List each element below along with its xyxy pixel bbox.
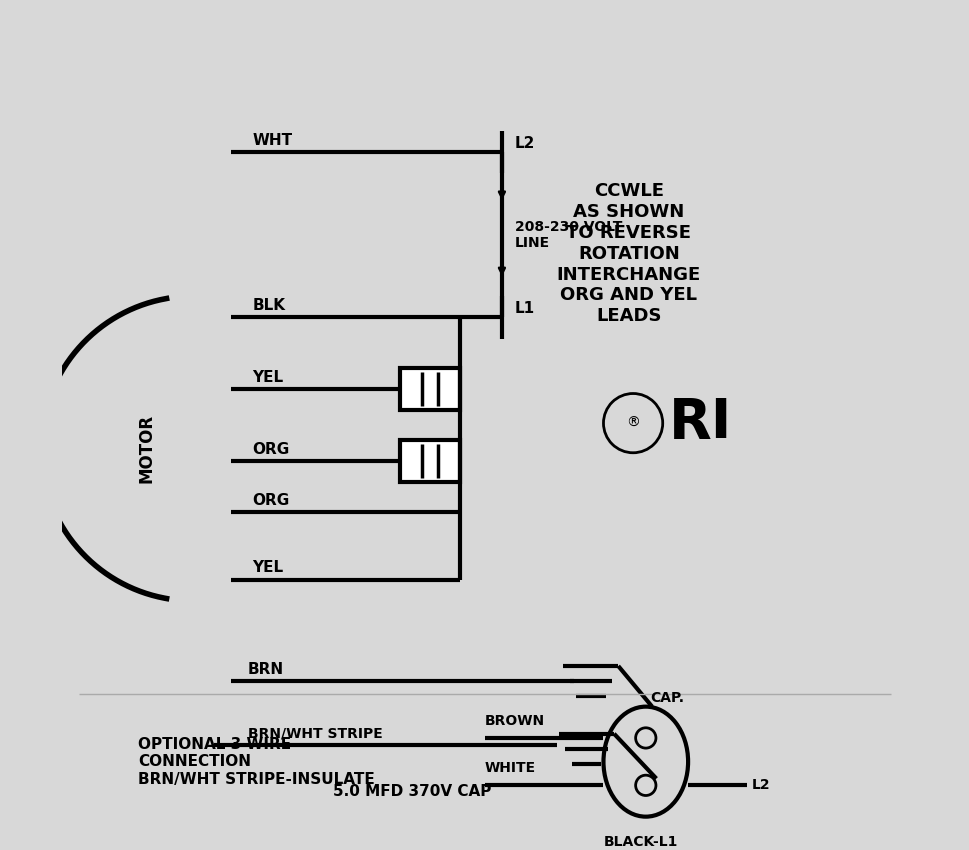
Text: BRN/WHT STRIPE: BRN/WHT STRIPE (248, 727, 383, 740)
Text: WHITE: WHITE (484, 762, 536, 775)
Text: 208-230 VOLT
LINE: 208-230 VOLT LINE (515, 220, 621, 250)
Text: OPTIONAL 3 WIRE
CONNECTION
BRN/WHT STRIPE-INSULATE: OPTIONAL 3 WIRE CONNECTION BRN/WHT STRIP… (138, 737, 374, 786)
Text: L1: L1 (515, 302, 534, 316)
Text: ORG: ORG (252, 493, 289, 507)
Text: CCWLE
AS SHOWN
TO REVERSE
ROTATION
INTERCHANGE
ORG AND YEL
LEADS: CCWLE AS SHOWN TO REVERSE ROTATION INTER… (556, 183, 701, 326)
Text: MOTOR: MOTOR (138, 414, 155, 483)
Text: L2: L2 (515, 136, 535, 151)
Text: ®: ® (626, 416, 640, 430)
Text: L2: L2 (751, 779, 769, 792)
Text: BLACK-L1: BLACK-L1 (603, 835, 677, 849)
Text: RI: RI (669, 396, 732, 450)
Text: YEL: YEL (252, 560, 283, 575)
Text: 5.0 MFD 370V CAP: 5.0 MFD 370V CAP (332, 784, 490, 799)
Text: CAP.: CAP. (649, 691, 683, 706)
FancyBboxPatch shape (400, 440, 459, 483)
FancyBboxPatch shape (400, 368, 459, 411)
Text: WHT: WHT (252, 133, 292, 148)
Text: BRN: BRN (248, 662, 284, 677)
Text: YEL: YEL (252, 370, 283, 385)
Text: ORG: ORG (252, 442, 289, 457)
Text: BLK: BLK (252, 298, 285, 313)
Text: BROWN: BROWN (484, 714, 545, 728)
